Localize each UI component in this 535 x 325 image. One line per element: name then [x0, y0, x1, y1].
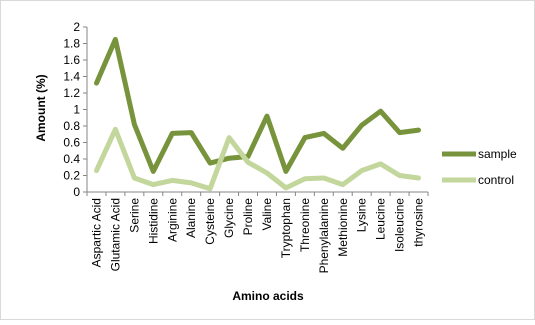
x-tick-label: Aspartic Acid — [89, 198, 103, 267]
series-line-sample — [94, 36, 421, 174]
x-tick-label: Histidine — [146, 198, 160, 244]
x-tick-label: Lysine — [355, 198, 369, 233]
legend-label-control: control — [478, 173, 514, 187]
x-tick-label: Arginine — [165, 198, 179, 242]
x-tick-label: Methionine — [336, 198, 350, 257]
y-tick-label: 0.6 — [63, 136, 80, 150]
x-axis-label: Amino acids — [232, 289, 304, 303]
y-tick-label: 1.4 — [63, 70, 80, 84]
x-tick-label: Threonine — [298, 198, 312, 252]
y-tick-label: 0 — [73, 185, 80, 199]
axes: 0 0.2 0.4 0.6 0.8 1 1.2 1.4 1.6 1.8 2 Aspartic Acid… — [63, 20, 429, 274]
series-line-control — [94, 126, 421, 192]
x-tick-label: Phenylalanine — [317, 198, 331, 274]
x-tick-label: Alanine — [184, 198, 198, 238]
x-tick-label: Serine — [127, 198, 141, 233]
x-tick-label: Leucine — [374, 198, 388, 240]
x-tick-label: thyrosine — [412, 198, 426, 247]
y-tick-label: 0.4 — [63, 152, 80, 166]
y-axis-label: Amount (%) — [34, 74, 48, 141]
x-tick-label: Glycine — [222, 198, 236, 238]
x-tick-label: Cysteine — [203, 198, 217, 245]
y-tick-label: 0.8 — [63, 119, 80, 133]
y-tick-label: 1.2 — [63, 86, 80, 100]
legend-label-sample: sample — [478, 147, 517, 161]
y-tick-label: 1.6 — [63, 53, 80, 67]
series-lines — [94, 36, 421, 192]
y-tick-label: 1.8 — [63, 37, 80, 51]
y-tick-label: 0.2 — [63, 169, 80, 183]
y-tick-label: 2 — [73, 20, 80, 34]
x-tick-label: Valine — [260, 198, 274, 231]
x-tick-label: Glutamic Acid — [108, 198, 122, 271]
legend: sample control — [442, 147, 517, 187]
x-tick-label: Proline — [241, 198, 255, 236]
x-tick-label: Tryptophan — [279, 198, 293, 258]
x-tick-label: Isoleucine — [393, 198, 407, 252]
y-tick-label: 1 — [73, 103, 80, 117]
